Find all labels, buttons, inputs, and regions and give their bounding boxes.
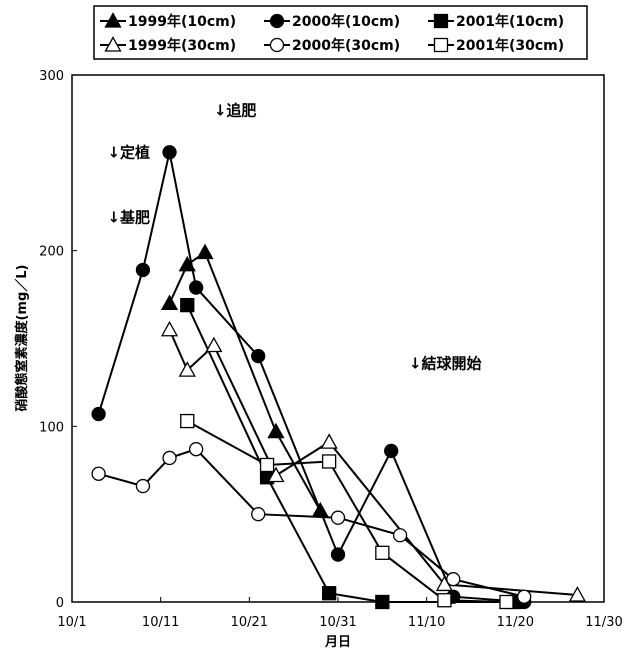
y-axis-title: 硝酸態窒素濃度(mg／L) (14, 264, 30, 411)
legend-marker (433, 37, 449, 53)
data-point (188, 280, 204, 295)
data-point (162, 450, 177, 466)
x-tick-label: 10/21 (231, 615, 268, 630)
legend-label: 2001年(30cm) (456, 37, 564, 54)
y-tick-label: 200 (39, 245, 64, 260)
x-tick-label: 11/10 (408, 615, 445, 630)
series-line (186, 420, 507, 603)
data-point (267, 422, 285, 439)
legend-marker (269, 37, 285, 53)
data-point (91, 406, 106, 422)
data-point (267, 466, 285, 483)
legend: 1999年(10cm) 2000年(10cm) 2001年(10cm) 1999年(3… (93, 5, 588, 60)
data-point (160, 320, 179, 337)
y-tick-label: 300 (39, 69, 64, 84)
legend-label: 2000年(30cm) (292, 37, 400, 54)
legend-item: 2000年(30cm) (264, 37, 400, 54)
data-point (135, 478, 151, 494)
data-point (320, 433, 338, 449)
legend-label: 1999年(10cm) (128, 13, 236, 30)
y-tick-label: 100 (39, 420, 64, 435)
series-line (168, 329, 578, 596)
y-tick-label: 0 (56, 596, 64, 611)
data-point (499, 594, 514, 610)
legend-item: 2001年(10cm) (428, 13, 564, 30)
legend-item: 1999年(30cm) (100, 36, 236, 54)
legend-item: 2000年(10cm) (264, 13, 400, 30)
data-point (178, 361, 196, 377)
data-point (517, 589, 532, 604)
annotation-label: ↓基肥 (107, 209, 150, 227)
data-point (180, 297, 195, 313)
data-point (251, 507, 266, 522)
y-axis-ticks: 0 100 200 300 (39, 69, 77, 611)
data-point (180, 413, 195, 429)
legend-item: 2001年(30cm) (428, 37, 564, 54)
data-point (330, 547, 346, 562)
legend-marker (104, 12, 122, 28)
data-point (446, 572, 461, 587)
legend-label: 2000年(10cm) (292, 13, 400, 30)
data-point (437, 593, 452, 608)
x-tick-label: 10/1 (57, 615, 86, 630)
x-axis-ticks: 10/1 10/11 10/21 10/31 11/10 11/20 11/30 (57, 597, 623, 630)
data-point (196, 243, 214, 260)
legend-item: 1999年(10cm) (100, 12, 236, 30)
data-point (205, 336, 223, 353)
series-4 (160, 320, 587, 602)
data-point (392, 528, 408, 543)
x-tick-label: 11/20 (497, 615, 534, 630)
legend-label: 2001年(10cm) (456, 13, 564, 30)
data-point (251, 348, 266, 364)
series-6 (180, 413, 514, 610)
x-axis-title: 月日 (324, 635, 351, 650)
data-point (160, 294, 179, 311)
annotation-label: ↓追肥 (214, 101, 257, 119)
data-point (135, 262, 151, 278)
data-point (330, 510, 346, 525)
data-point (375, 594, 390, 610)
legend-label: 1999年(30cm) (128, 37, 236, 54)
series-5 (91, 442, 532, 604)
data-point (375, 545, 390, 560)
x-tick-label: 10/11 (142, 615, 179, 630)
series-line (97, 152, 525, 603)
series-2 (91, 145, 532, 610)
legend-marker (104, 36, 122, 52)
series-line (186, 304, 516, 603)
series-3 (180, 297, 523, 610)
annotation-label: ↓定植 (107, 144, 150, 162)
annotations: ↓追肥 ↓定植 ↓基肥 ↓結球開始 (107, 101, 481, 372)
data-point (162, 145, 177, 160)
x-tick-label: 11/30 (585, 615, 622, 630)
series-1 (160, 243, 329, 518)
data-point (321, 454, 337, 469)
annotation-label: ↓結球開始 (409, 354, 482, 372)
data-point (568, 586, 587, 602)
data-point (259, 457, 275, 473)
series-line (98, 448, 525, 598)
legend-marker (433, 13, 449, 29)
legend-box (93, 5, 588, 60)
data-point (321, 586, 337, 601)
x-tick-label: 10/31 (319, 615, 356, 630)
data-point (188, 442, 204, 457)
data-point (384, 443, 399, 459)
data-point (91, 466, 106, 481)
series-layer (91, 145, 587, 610)
legend-marker (269, 13, 285, 29)
